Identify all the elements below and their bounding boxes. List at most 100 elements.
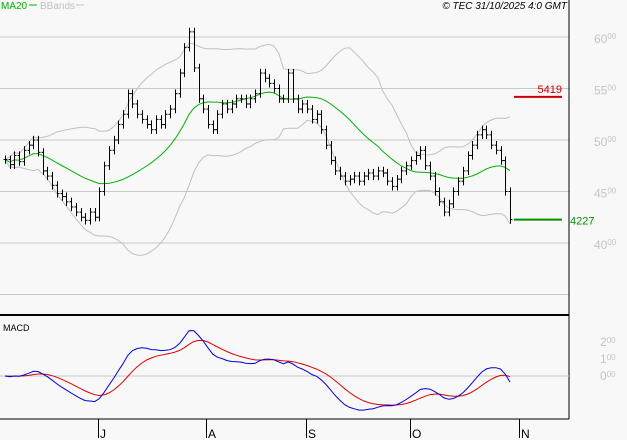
price-bar — [74, 202, 79, 217]
price-bar — [399, 166, 404, 184]
price-bar — [272, 79, 277, 93]
price-bar — [239, 94, 244, 103]
price-bar — [343, 171, 348, 186]
price-bar — [423, 146, 428, 170]
price-bar — [178, 68, 183, 98]
price-bar — [234, 94, 239, 109]
macd-tick-label: 000 — [600, 369, 616, 383]
price-tick-label: 5500 — [594, 84, 617, 98]
month-label: N — [521, 427, 530, 440]
price-bar — [8, 155, 13, 169]
price-bar — [277, 84, 282, 103]
price-bar — [258, 68, 263, 98]
price-bar — [437, 187, 442, 206]
macd-line — [4, 330, 511, 411]
price-bar — [17, 151, 22, 166]
ma20-line — [4, 91, 511, 185]
price-bar — [263, 68, 268, 83]
price-bar — [503, 156, 508, 196]
price-bar — [140, 110, 145, 124]
marker-label-resistance: 5419 — [538, 84, 562, 96]
price-bar — [428, 161, 433, 181]
price-bar — [187, 27, 192, 52]
month-label: O — [412, 427, 421, 440]
price-bar — [163, 110, 168, 129]
month-label: S — [308, 427, 316, 440]
price-bar — [352, 171, 357, 184]
price-bar — [499, 146, 504, 165]
price-tick-label: 4000 — [594, 238, 617, 252]
price-bar — [248, 94, 253, 109]
price-bars — [3, 27, 513, 225]
price-bar — [149, 120, 154, 134]
price-bar — [385, 168, 390, 186]
macd-tick-label: 200 — [600, 335, 616, 349]
price-bar — [192, 27, 197, 73]
macd-signal-line — [4, 339, 511, 406]
price-bar — [64, 192, 69, 206]
price-bar — [442, 197, 447, 217]
macd-tick-label: 100 — [600, 352, 616, 366]
price-bar — [371, 168, 376, 181]
price-bar — [102, 161, 107, 196]
price-bar — [433, 171, 438, 196]
price-bar — [366, 168, 371, 181]
price-tick-label: 6000 — [594, 32, 617, 46]
price-bar — [329, 141, 334, 165]
price-bar — [159, 115, 164, 129]
price-bar — [409, 156, 414, 170]
price-bar — [31, 135, 36, 150]
price-bar — [333, 156, 338, 176]
price-bar — [324, 125, 329, 150]
price-bar — [230, 99, 235, 114]
price-markers: 5419 4227 — [514, 84, 594, 228]
price-bar — [97, 187, 102, 222]
price-bar — [60, 189, 65, 201]
bollinger-bands — [4, 42, 511, 256]
month-label: A — [208, 427, 216, 440]
price-bar — [395, 175, 400, 191]
price-bar — [267, 74, 272, 88]
price-bar — [45, 166, 50, 181]
price-bar — [116, 120, 121, 145]
price-bar — [390, 177, 395, 191]
marker-label-last: 4227 — [570, 216, 594, 228]
price-bar — [357, 171, 362, 186]
price-axis: 6000 5500 5000 4500 4000 — [594, 32, 617, 252]
price-bar — [484, 125, 489, 139]
price-bar — [414, 151, 419, 165]
price-bar — [201, 94, 206, 114]
price-bar — [197, 63, 202, 103]
price-bar — [41, 148, 46, 176]
legend-ma20: MA20 — [1, 1, 28, 12]
price-bar — [315, 110, 320, 124]
price-bar — [36, 135, 41, 157]
price-bar — [69, 197, 74, 212]
price-bar — [27, 141, 32, 155]
price-bar — [22, 146, 27, 166]
price-bar — [480, 125, 485, 139]
price-bar — [3, 155, 8, 164]
price-bar — [508, 187, 513, 224]
price-bar — [300, 99, 305, 114]
price-bar — [305, 99, 310, 114]
price-bar — [319, 110, 324, 134]
price-bar — [126, 89, 131, 119]
legend-bbands-label: BBands — [40, 1, 75, 12]
price-grid — [0, 36, 569, 295]
price-bar — [79, 207, 84, 222]
month-label: J — [100, 427, 106, 440]
price-bar — [154, 115, 159, 134]
price-bar — [447, 199, 452, 217]
price-bar — [107, 146, 112, 170]
price-bar — [466, 151, 471, 176]
price-bar — [470, 141, 475, 160]
price-bar — [286, 68, 291, 103]
bband-lower — [4, 119, 511, 256]
price-bar — [121, 110, 126, 129]
copyright-timestamp: © TEC 31/10/2025 4:0 GMT — [442, 1, 568, 12]
ma20-path — [4, 91, 511, 185]
price-bar — [253, 89, 258, 103]
price-bar — [244, 94, 249, 109]
price-bar — [338, 166, 343, 181]
